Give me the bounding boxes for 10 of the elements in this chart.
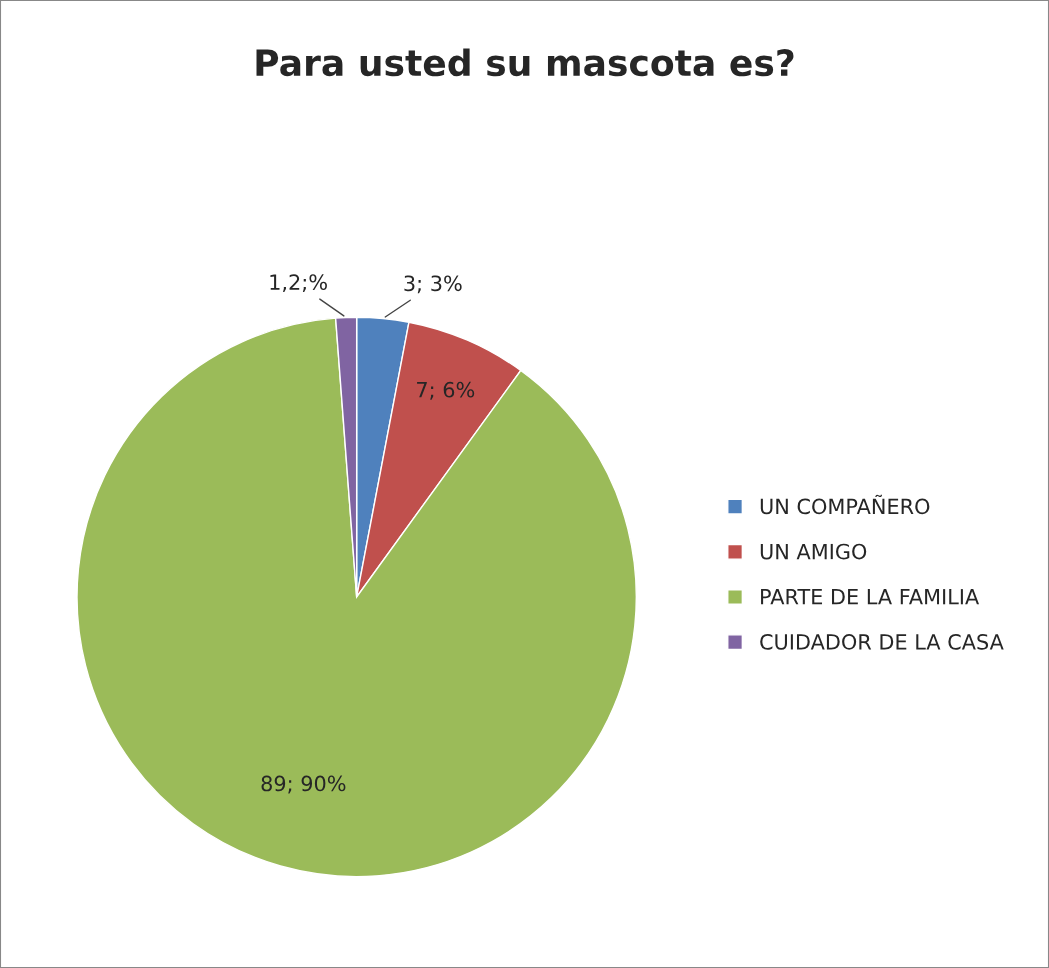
- data-label: 7; 6%: [417, 381, 475, 400]
- pie-slice: [76, 317, 637, 878]
- data-label: 89; 90%: [261, 775, 346, 794]
- data-label: 3; 3%: [404, 275, 462, 294]
- legend-label: CUIDADOR DE LA CASA: [760, 633, 1004, 650]
- data-label: 1,2;%: [270, 274, 327, 293]
- legend-label: PARTE DE LA FAMILIA: [761, 589, 980, 605]
- chart-title: Para usted su mascota es?: [256, 48, 794, 77]
- legend-label: UN COMPAÑERO: [760, 494, 930, 515]
- legend-label: UN AMIGO: [760, 543, 867, 560]
